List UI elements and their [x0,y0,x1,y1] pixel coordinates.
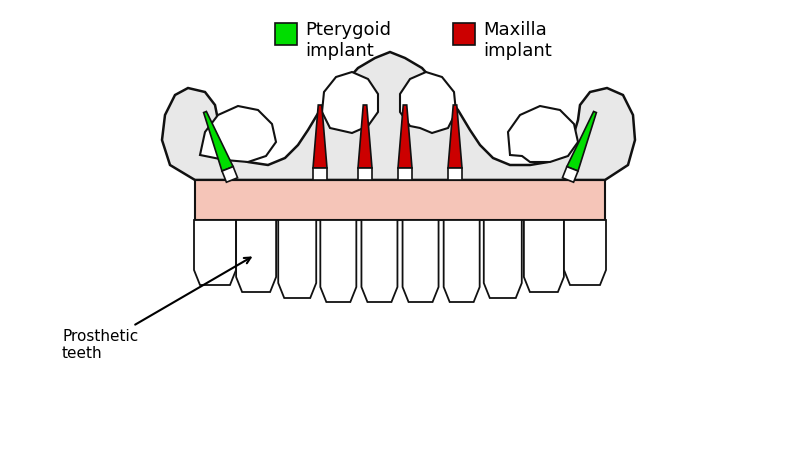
Text: implant: implant [305,42,374,60]
Polygon shape [275,23,297,45]
Polygon shape [358,105,372,168]
Text: implant: implant [483,42,552,60]
Polygon shape [453,23,475,45]
Polygon shape [398,105,412,168]
Polygon shape [448,168,462,180]
Polygon shape [313,168,327,180]
Polygon shape [362,220,398,302]
Polygon shape [524,220,564,292]
Polygon shape [162,52,635,180]
Polygon shape [194,220,236,285]
Text: Maxilla: Maxilla [483,21,546,39]
Polygon shape [562,166,578,182]
Polygon shape [200,106,276,162]
Polygon shape [320,220,356,302]
Polygon shape [322,72,378,133]
Polygon shape [567,112,596,171]
Polygon shape [236,220,276,292]
Polygon shape [222,166,238,182]
Text: Pterygoid: Pterygoid [305,21,391,39]
Polygon shape [195,180,605,220]
Polygon shape [508,106,578,162]
Polygon shape [398,168,412,180]
Polygon shape [484,220,522,298]
Polygon shape [358,168,372,180]
Polygon shape [448,105,462,168]
Polygon shape [313,105,327,168]
Polygon shape [400,72,456,133]
Polygon shape [278,220,316,298]
Polygon shape [564,220,606,285]
Text: Prosthetic
teeth: Prosthetic teeth [62,257,250,361]
Polygon shape [402,220,438,302]
Polygon shape [444,220,480,302]
Polygon shape [204,112,233,171]
